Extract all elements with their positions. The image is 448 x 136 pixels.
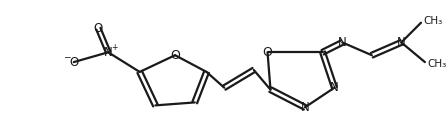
Text: N: N	[330, 81, 339, 94]
Text: −: −	[63, 53, 71, 62]
Text: N: N	[104, 46, 112, 59]
Text: +: +	[111, 43, 117, 52]
Text: O: O	[263, 46, 272, 59]
Text: O: O	[170, 49, 180, 62]
Text: CH₃: CH₃	[427, 59, 446, 69]
Text: O: O	[94, 22, 103, 35]
Text: N: N	[397, 36, 406, 49]
Text: N: N	[301, 101, 309, 114]
Text: N: N	[338, 36, 347, 49]
Text: CH₃: CH₃	[423, 16, 442, 26]
Text: O: O	[69, 56, 78, 69]
